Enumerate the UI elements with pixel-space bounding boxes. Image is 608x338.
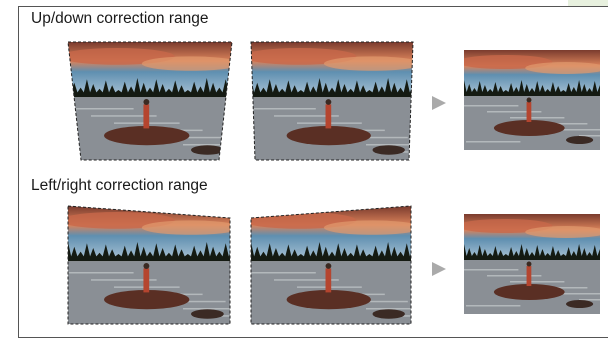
leftright-photo-right-short (67, 205, 231, 325)
leftright-photo-left-short (250, 205, 412, 325)
updown-photo-top-narrow (67, 41, 233, 161)
updown-photo-bottom-narrow (250, 41, 414, 161)
leftright-section-title: Left/right correction range (31, 177, 208, 194)
right-triangle-arrow-icon-2 (432, 262, 446, 276)
updown-corrected-photo (464, 50, 600, 150)
updown-section-title: Up/down correction range (31, 10, 209, 27)
right-triangle-arrow-icon (432, 96, 446, 110)
leftright-corrected-photo (464, 214, 600, 314)
